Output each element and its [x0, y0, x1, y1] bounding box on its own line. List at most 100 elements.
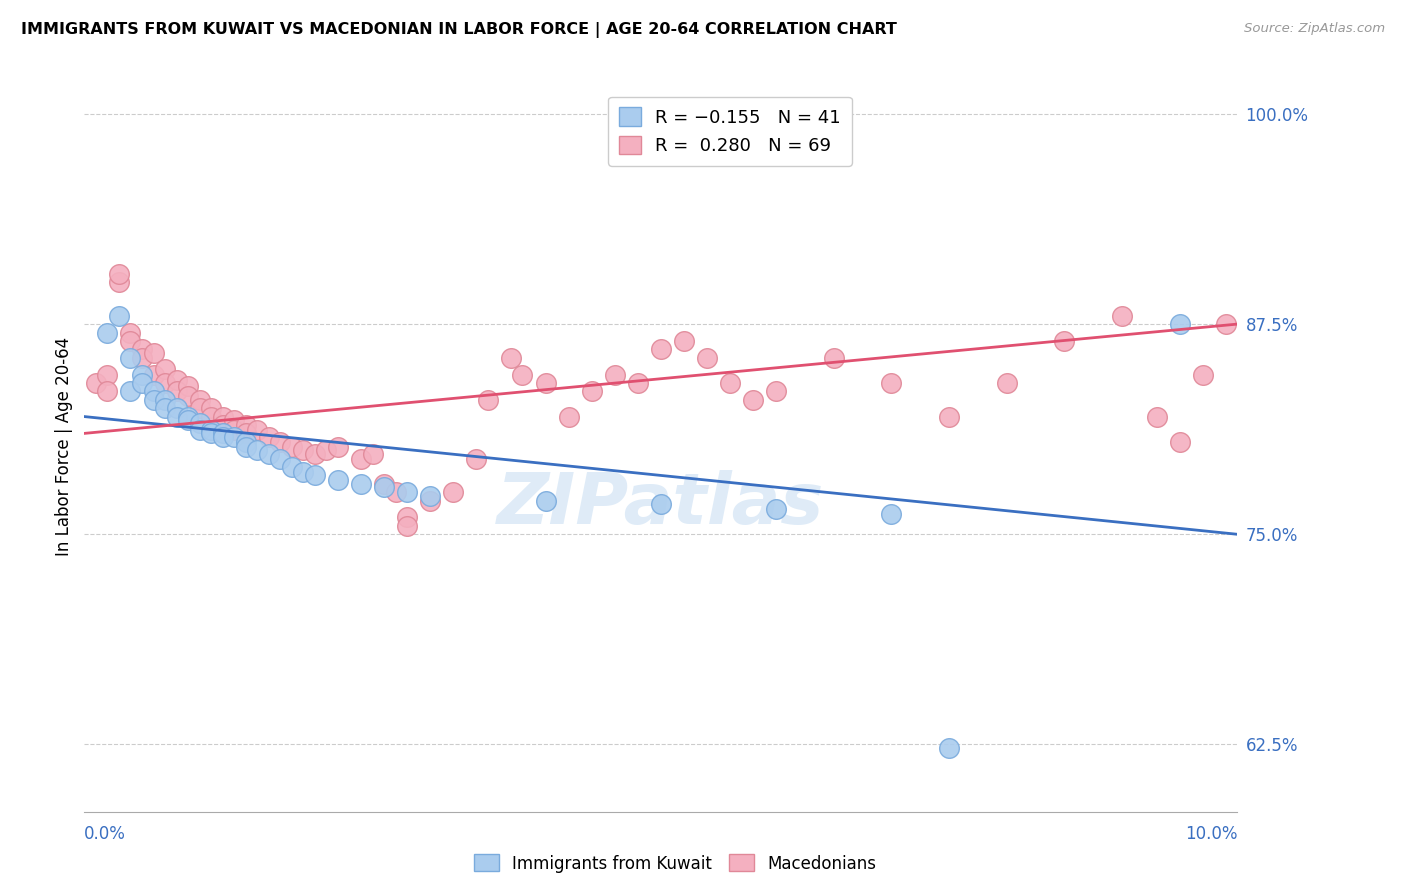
Point [995, 376, 1018, 390]
Point [557, 409, 579, 424]
Point [281, 440, 304, 454]
Point [177, 409, 200, 424]
Point [292, 443, 315, 458]
Point [1111, 309, 1133, 323]
Point [384, 485, 406, 500]
Point [120, 351, 142, 365]
Point [269, 434, 291, 449]
Point [534, 376, 557, 390]
Point [823, 351, 845, 365]
Point [765, 384, 787, 399]
Point [304, 446, 326, 460]
Point [188, 423, 211, 437]
Text: Source: ZipAtlas.com: Source: ZipAtlas.com [1244, 22, 1385, 36]
Point [142, 392, 165, 407]
Point [177, 389, 200, 403]
Point [880, 507, 903, 521]
Point [718, 376, 741, 390]
Point [131, 351, 153, 365]
Point [512, 368, 534, 382]
Point [326, 474, 349, 488]
Point [499, 351, 522, 365]
Point [373, 480, 395, 494]
Point [1168, 434, 1191, 449]
Point [142, 345, 165, 359]
Point [373, 476, 395, 491]
Point [188, 392, 211, 407]
Point [361, 446, 384, 460]
Point [108, 267, 131, 281]
Point [477, 392, 499, 407]
Text: ZIPatlas: ZIPatlas [498, 470, 824, 539]
Point [465, 451, 488, 466]
Point [108, 309, 131, 323]
Point [257, 446, 280, 460]
Point [419, 493, 441, 508]
Point [166, 384, 188, 399]
Point [188, 417, 211, 431]
Point [200, 426, 222, 441]
Point [120, 326, 142, 340]
Point [200, 401, 222, 416]
Point [96, 326, 118, 340]
Point [84, 376, 107, 390]
Point [153, 392, 176, 407]
Point [224, 423, 246, 437]
Point [211, 430, 233, 444]
Point [120, 334, 142, 348]
Point [153, 376, 176, 390]
Point [235, 426, 257, 441]
Point [1168, 317, 1191, 331]
Point [131, 376, 153, 390]
Point [419, 489, 441, 503]
Point [108, 275, 131, 289]
Point [696, 351, 718, 365]
Point [166, 401, 188, 416]
Point [142, 384, 165, 399]
Text: 0.0%: 0.0% [84, 825, 127, 843]
Legend: R = −0.155   N = 41, R =  0.280   N = 69: R = −0.155 N = 41, R = 0.280 N = 69 [609, 96, 852, 166]
Y-axis label: In Labor Force | Age 20-64: In Labor Force | Age 20-64 [55, 336, 73, 556]
Text: 10.0%: 10.0% [1185, 825, 1237, 843]
Point [177, 379, 200, 393]
Point [1146, 409, 1168, 424]
Point [765, 502, 787, 516]
Point [627, 376, 650, 390]
Point [211, 409, 233, 424]
Point [166, 409, 188, 424]
Point [396, 485, 419, 500]
Point [257, 430, 280, 444]
Point [1215, 317, 1237, 331]
Point [1191, 368, 1213, 382]
Point [650, 497, 672, 511]
Point [177, 413, 200, 427]
Point [1053, 334, 1076, 348]
Point [96, 384, 118, 399]
Point [153, 362, 176, 376]
Point [672, 334, 695, 348]
Point [938, 409, 960, 424]
Point [396, 519, 419, 533]
Point [131, 343, 153, 357]
Point [246, 423, 269, 437]
Point [534, 493, 557, 508]
Point [350, 451, 373, 466]
Point [224, 430, 246, 444]
Point [650, 343, 672, 357]
Point [292, 465, 315, 479]
Point [350, 476, 373, 491]
Point [131, 368, 153, 382]
Point [281, 460, 304, 475]
Point [315, 443, 337, 458]
Point [326, 440, 349, 454]
Point [188, 401, 211, 416]
Point [269, 451, 291, 466]
Point [246, 443, 269, 458]
Point [142, 368, 165, 382]
Point [224, 413, 246, 427]
Point [120, 384, 142, 399]
Point [96, 368, 118, 382]
Point [200, 423, 222, 437]
Point [441, 485, 464, 500]
Point [880, 376, 903, 390]
